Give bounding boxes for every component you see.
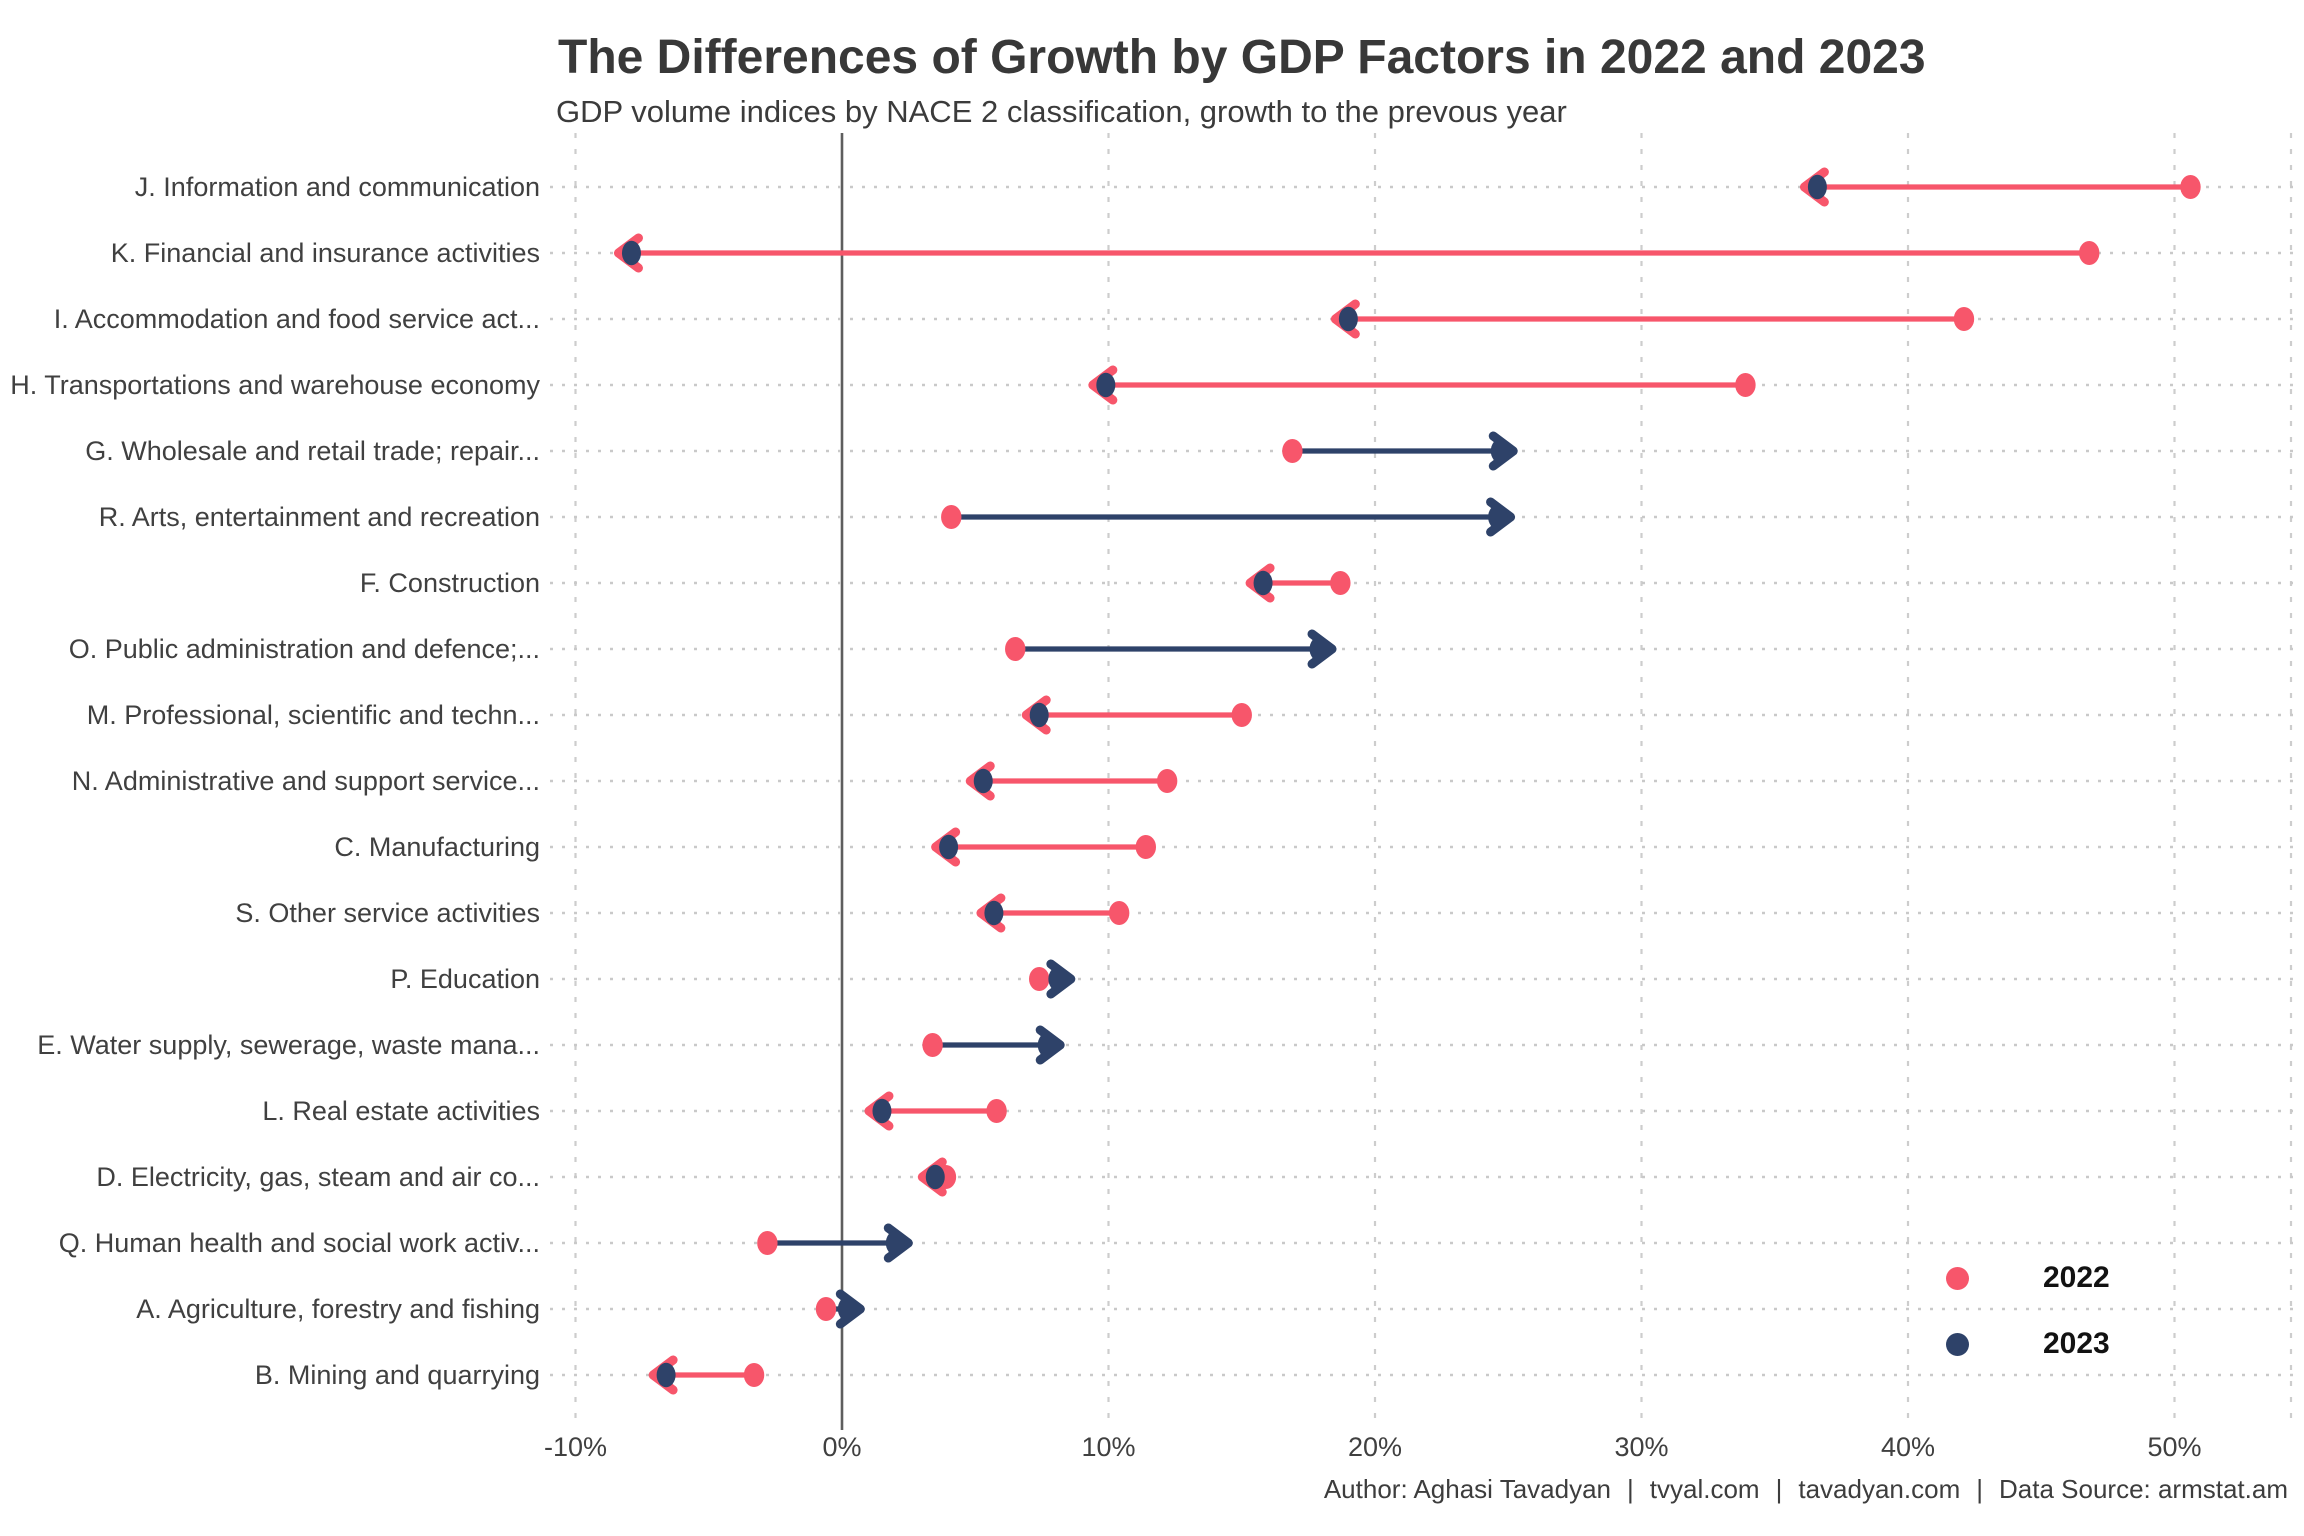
dot-2023-7	[1253, 570, 1273, 596]
dot-2022-19	[743, 1363, 765, 1387]
dot-2023-10	[973, 768, 993, 794]
dot-2023-5	[1490, 438, 1510, 464]
dot-2022-5	[1282, 439, 1303, 463]
footer-part-2: tvyal.com	[1649, 1474, 1760, 1504]
dot-2022-11	[1135, 835, 1157, 859]
footer-part-3: tavadyan.com	[1798, 1474, 1961, 1504]
dot-2022-7	[1330, 571, 1351, 595]
dot-2023-16	[925, 1164, 945, 1190]
x-tick-label-30: 30%	[1614, 1432, 1669, 1462]
dot-2022-9	[1231, 703, 1252, 727]
footer-separator: |	[1976, 1474, 1983, 1504]
dot-2023-13	[1048, 966, 1068, 992]
dot-2023-3	[1338, 306, 1358, 332]
dot-2023-19	[656, 1362, 676, 1388]
x-tick-label-40: 40%	[1880, 1432, 1936, 1462]
legend-label-2022: 2022	[2043, 1261, 2110, 1294]
dot-2022-1	[2180, 175, 2201, 199]
dot-2022-2	[2079, 241, 2100, 265]
category-label-11: C. Manufacturing	[334, 832, 540, 862]
category-label-9: M. Professional, scientific and techn...	[86, 700, 540, 730]
dot-2022-10	[1156, 769, 1178, 793]
x-tick-label-50: 50%	[2147, 1432, 2202, 1462]
legend-label-2023: 2023	[2043, 1327, 2110, 1360]
dot-2023-15	[872, 1098, 892, 1124]
category-label-4: H. Transportations and warehouse economy	[10, 370, 540, 400]
chart-title: The Differences of Growth by GDP Factors…	[558, 31, 1926, 84]
footer-part-1: Author: Aghasi Tavadyan	[1323, 1474, 1612, 1504]
footer-separator: |	[1627, 1474, 1634, 1504]
x-tick-label-10: 10%	[1081, 1432, 1136, 1462]
dot-2023-18	[837, 1296, 857, 1322]
dot-2022-3	[1953, 307, 1975, 331]
dot-2023-6	[1488, 504, 1508, 530]
dot-2023-1	[1807, 174, 1827, 200]
category-label-13: P. Education	[390, 964, 540, 994]
category-label-14: E. Water supply, sewerage, waste mana...	[37, 1030, 540, 1060]
category-label-2: K. Financial and insurance activities	[110, 238, 540, 268]
category-label-18: A. Agriculture, forestry and fishing	[136, 1294, 540, 1324]
legend-swatch-2022	[1946, 1266, 1969, 1290]
dot-2022-13	[1029, 967, 1050, 991]
legend-item-2023: 2023	[1946, 1311, 2110, 1377]
dot-2022-18	[815, 1297, 837, 1321]
category-label-12: S. Other service activities	[235, 898, 540, 928]
dot-2022-15	[986, 1099, 1007, 1123]
legend-item-2022: 2022	[1946, 1245, 2110, 1311]
legend-swatch-2023	[1946, 1332, 1969, 1356]
category-label-5: G. Wholesale and retail trade; repair...	[85, 436, 540, 466]
category-label-8: O. Public administration and defence;...	[68, 634, 540, 664]
dot-2022-6	[941, 505, 962, 529]
dot-2022-14	[922, 1033, 943, 1057]
x-tick-label-20: 20%	[1347, 1432, 1403, 1462]
dot-2022-17	[757, 1231, 778, 1255]
dot-2022-12	[1108, 901, 1130, 925]
category-label-19: B. Mining and quarrying	[254, 1360, 540, 1390]
dot-2022-8	[1005, 637, 1026, 661]
dot-2023-11	[939, 834, 959, 860]
category-label-10: N. Administrative and support service...	[71, 766, 540, 796]
x-tick-label-0: 0%	[822, 1432, 862, 1462]
dot-2023-9	[1029, 702, 1049, 728]
x-tick-label--10: -10%	[543, 1432, 608, 1462]
dot-2023-17	[885, 1230, 905, 1256]
category-label-3: I. Accommodation and food service act...	[53, 304, 540, 334]
dot-2023-12	[984, 900, 1004, 926]
dot-2023-8	[1309, 636, 1329, 662]
category-label-15: L. Real estate activities	[262, 1096, 540, 1126]
category-label-7: F. Construction	[359, 568, 540, 598]
footer-credits: Author: Aghasi Tavadyan | tvyal.com | tavady…	[1324, 1474, 2288, 1505]
dot-2023-4	[1096, 372, 1116, 398]
category-label-6: R. Arts, entertainment and recreation	[98, 502, 540, 532]
footer-separator: |	[1775, 1474, 1783, 1504]
category-label-1: J. Information and communication	[134, 172, 540, 202]
category-label-16: D. Electricity, gas, steam and air co...	[96, 1162, 540, 1192]
dot-2022-4	[1735, 373, 1756, 397]
dot-2023-2	[621, 240, 641, 266]
chart-subtitle: GDP volume indices by NACE 2 classificat…	[556, 94, 1567, 129]
category-label-17: Q. Human health and social work activ...	[58, 1228, 540, 1258]
dot-2023-14	[1037, 1032, 1057, 1058]
footer-part-4: Data Source: armstat.am	[1999, 1474, 2288, 1504]
legend: 2022 2023	[1946, 1245, 2110, 1377]
